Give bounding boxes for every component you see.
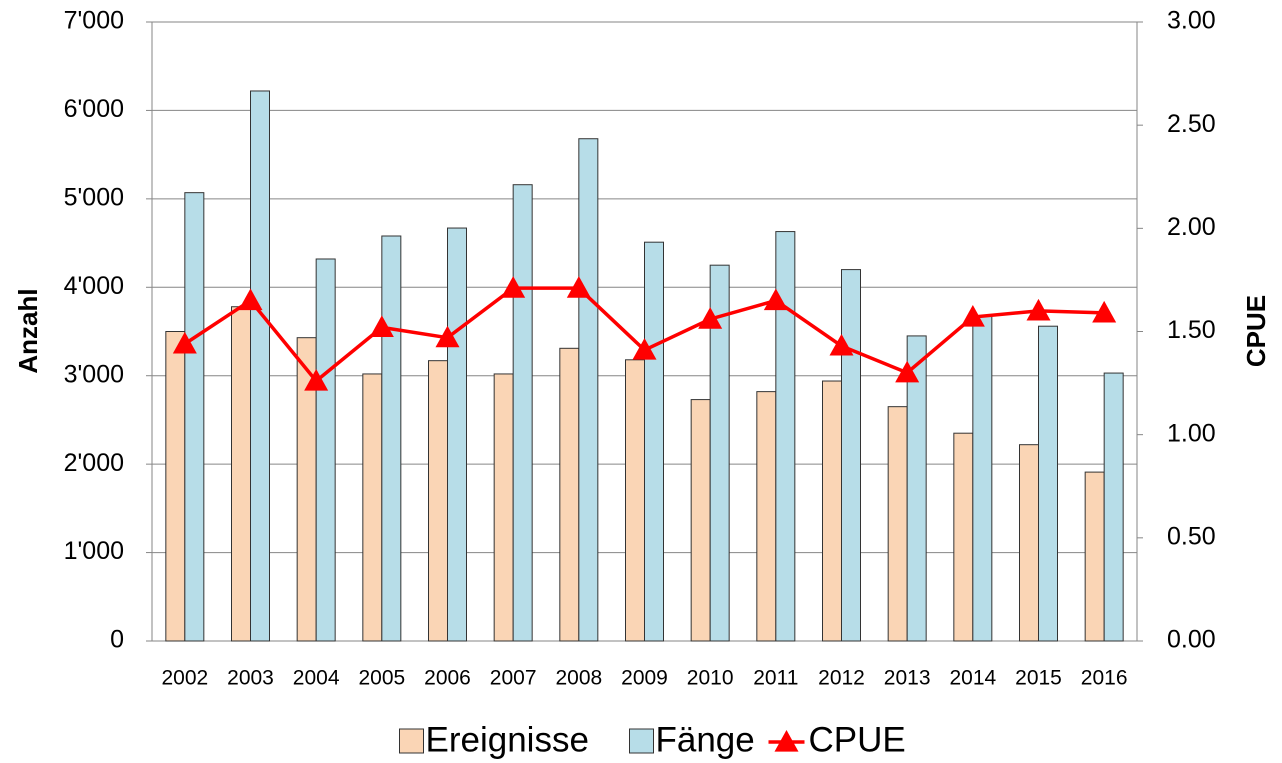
x-tick-label: 2014 bbox=[949, 667, 996, 690]
y-tick-label: 4'000 bbox=[64, 272, 124, 300]
x-tick-label: 2012 bbox=[818, 667, 865, 690]
bar bbox=[512, 184, 533, 642]
x-tick-label: 2008 bbox=[555, 667, 602, 690]
bar bbox=[1019, 444, 1039, 642]
bar bbox=[559, 347, 580, 642]
y-tick-label: 7'000 bbox=[64, 7, 124, 35]
y2-axis-title: CPUE bbox=[1241, 295, 1271, 367]
y2-tick-label: 2.00 bbox=[1167, 213, 1216, 241]
bar bbox=[644, 241, 664, 642]
line-marker bbox=[698, 307, 723, 329]
line-marker bbox=[172, 331, 197, 354]
line-marker bbox=[238, 288, 263, 311]
bar bbox=[250, 90, 270, 642]
line-marker bbox=[763, 288, 788, 311]
legend-swatch bbox=[774, 730, 799, 752]
y-tick-label: 6'000 bbox=[64, 95, 124, 123]
y2-tick-label: 3.00 bbox=[1167, 7, 1216, 35]
legend-label: CPUE bbox=[809, 720, 906, 759]
bar bbox=[578, 138, 599, 642]
bar bbox=[709, 264, 730, 642]
x-tick-label: 2002 bbox=[161, 667, 208, 690]
y2-tick-label: 1.00 bbox=[1167, 419, 1216, 447]
line-marker bbox=[435, 325, 460, 348]
bar bbox=[315, 258, 336, 642]
y2-tick-label: 0.00 bbox=[1167, 626, 1216, 654]
bar bbox=[184, 192, 205, 642]
bar bbox=[822, 380, 842, 642]
bar bbox=[953, 432, 974, 642]
line-marker bbox=[829, 333, 854, 356]
x-tick-label: 2003 bbox=[227, 667, 274, 690]
x-tick-label: 2010 bbox=[687, 667, 734, 690]
line-marker bbox=[960, 305, 985, 327]
legend-label: Fänge bbox=[656, 720, 755, 759]
line-marker bbox=[501, 276, 526, 298]
bar bbox=[841, 269, 861, 642]
bar bbox=[362, 373, 383, 642]
bar bbox=[165, 331, 186, 642]
bar bbox=[906, 335, 927, 642]
bar bbox=[887, 406, 908, 642]
bar bbox=[231, 306, 251, 642]
x-tick-label: 2013 bbox=[884, 667, 931, 690]
line-marker bbox=[1092, 300, 1117, 323]
bar bbox=[1084, 471, 1105, 642]
legend-label: Ereignisse bbox=[426, 720, 589, 759]
y2-tick-label: 2.50 bbox=[1167, 110, 1216, 138]
bar bbox=[428, 360, 448, 642]
y-axis-title: Anzahl bbox=[13, 288, 43, 373]
line-marker bbox=[1026, 298, 1051, 321]
bar bbox=[775, 231, 796, 642]
x-tick-label: 2009 bbox=[621, 667, 668, 690]
line-marker bbox=[304, 369, 329, 391]
line-marker bbox=[369, 315, 394, 337]
y2-tick-label: 1.50 bbox=[1167, 316, 1216, 344]
bar bbox=[972, 315, 993, 642]
x-tick-label: 2011 bbox=[753, 667, 798, 690]
bar bbox=[1038, 325, 1058, 642]
bar bbox=[1103, 372, 1124, 642]
line-marker bbox=[632, 338, 657, 360]
y-tick-label: 2'000 bbox=[64, 449, 124, 477]
bar bbox=[447, 227, 467, 642]
bar bbox=[625, 359, 645, 642]
y2-tick-label: 0.50 bbox=[1167, 522, 1216, 550]
line-marker bbox=[566, 276, 591, 298]
y-tick-label: 0 bbox=[110, 626, 124, 654]
y-tick-label: 5'000 bbox=[64, 183, 124, 211]
legend-swatch bbox=[399, 728, 424, 754]
line-marker bbox=[895, 360, 920, 383]
bar bbox=[690, 399, 711, 642]
x-tick-label: 2004 bbox=[293, 667, 340, 690]
y-tick-label: 3'000 bbox=[64, 360, 124, 388]
bar bbox=[493, 373, 514, 642]
bar bbox=[381, 235, 402, 642]
x-tick-label: 2007 bbox=[490, 667, 537, 690]
x-tick-label: 2005 bbox=[358, 667, 405, 690]
x-tick-label: 2016 bbox=[1081, 667, 1128, 690]
y-tick-label: 1'000 bbox=[64, 537, 124, 565]
x-tick-label: 2006 bbox=[424, 667, 471, 690]
x-tick-label: 2015 bbox=[1015, 667, 1062, 690]
legend-swatch bbox=[629, 728, 654, 754]
bar bbox=[756, 391, 777, 642]
